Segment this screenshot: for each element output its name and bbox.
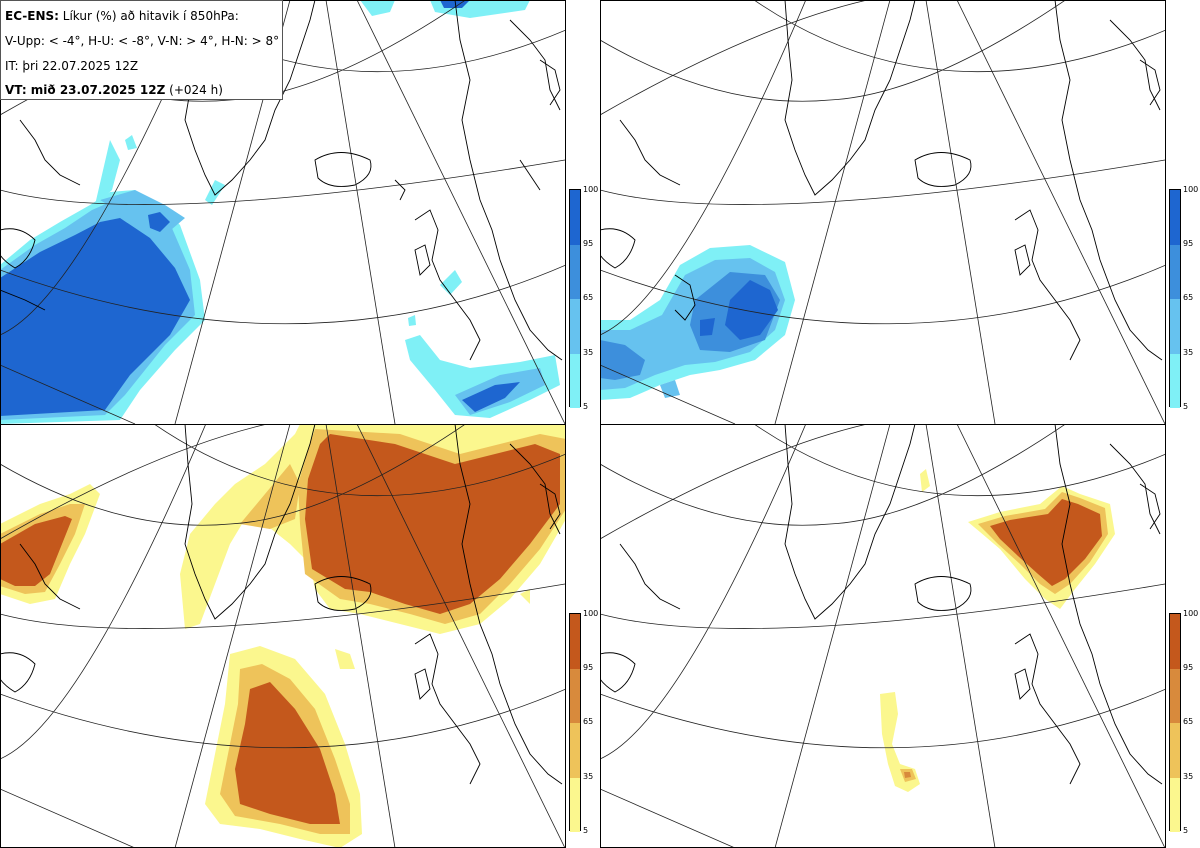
colorbar-segment [1170, 299, 1180, 354]
colorbar-segment [1170, 723, 1180, 778]
colorbar-segment [1170, 190, 1180, 245]
colorbar-segment [570, 778, 580, 832]
legend-tick: 5 [583, 826, 589, 835]
graticule [600, 0, 1166, 424]
legend-tick: 35 [1183, 772, 1194, 781]
legend-tick: 35 [583, 348, 594, 357]
legend-tick: 5 [1183, 826, 1189, 835]
colorbar-segment [1170, 669, 1180, 723]
colorbar [569, 613, 581, 832]
legend-tick: 65 [583, 717, 594, 726]
coastlines [0, 424, 563, 785]
legend-tick: 5 [583, 402, 589, 411]
colorbar-segment [1170, 614, 1180, 669]
colorbar-segment [1170, 354, 1180, 408]
threshold-line: V-Upp: < -4°, H-U: < -8°, V-N: > 4°, H-N… [5, 34, 280, 48]
legend-tick: 100 [583, 609, 599, 618]
colorbar-segment [570, 190, 580, 245]
legend-tick: 100 [1183, 185, 1199, 194]
colorbar-segment [1170, 245, 1180, 299]
colorbar-segment [570, 354, 580, 408]
colorbar [569, 189, 581, 408]
colorbar-segment [570, 669, 580, 723]
legend-tick: 95 [583, 239, 594, 248]
colorbar-segment [570, 614, 580, 669]
legend-tick: 95 [1183, 239, 1194, 248]
product-title: Líkur (%) að hitavik í 850hPa: [62, 9, 239, 23]
map-canvas-bottom-left [0, 424, 566, 848]
lead-time: (+024 h) [169, 83, 223, 97]
map-canvas-bottom-right [600, 424, 1166, 848]
coastlines [600, 424, 1163, 785]
legend-warm-left: 100 95 65 35 5 [569, 609, 599, 835]
map-panel-bottom-left [0, 424, 566, 848]
map-canvas-top-right [600, 0, 1166, 424]
colorbar-segment [570, 245, 580, 299]
probability-field [0, 424, 566, 848]
legend-cold-right: 100 95 65 35 5 [1169, 185, 1199, 411]
colorbar-segment [1170, 778, 1180, 832]
graticule [0, 424, 566, 848]
legend-tick: 65 [583, 293, 594, 302]
probability-field [880, 469, 1115, 792]
legend-tick: 65 [1183, 293, 1194, 302]
graticule [600, 424, 1166, 848]
title-line-main: EC-ENS: Líkur (%) að hitavik í 850hPa: [5, 9, 239, 23]
legend-tick: 100 [583, 185, 599, 194]
legend-tick: 5 [1183, 402, 1189, 411]
map-title-box: EC-ENS: Líkur (%) að hitavik í 850hPa: V… [0, 0, 283, 100]
colorbar-segment [570, 299, 580, 354]
map-panel-top-left [0, 0, 566, 424]
colorbar [1169, 613, 1181, 832]
legend-cold-left: 100 95 65 35 5 [569, 185, 599, 411]
colorbar-segment [570, 723, 580, 778]
init-time-line: IT: þri 22.07.2025 12Z [5, 59, 139, 73]
valid-time: VT: mið 23.07.2025 12Z [5, 83, 166, 97]
probability-field [600, 245, 795, 400]
map-canvas-top-left [0, 0, 566, 424]
legend-tick: 100 [1183, 609, 1199, 618]
legend-tick: 35 [583, 772, 594, 781]
colorbar [1169, 189, 1181, 408]
legend-tick: 35 [1183, 348, 1194, 357]
coastlines [600, 0, 1163, 361]
model-name: EC-ENS: [5, 9, 59, 23]
legend-tick: 65 [1183, 717, 1194, 726]
map-panel-top-right [600, 0, 1166, 424]
legend-tick: 95 [1183, 663, 1194, 672]
legend-tick: 95 [583, 663, 594, 672]
legend-warm-right: 100 95 65 35 5 [1169, 609, 1199, 835]
map-panel-bottom-right [600, 424, 1166, 848]
probability-field [0, 0, 560, 424]
valid-time-line: VT: mið 23.07.2025 12Z (+024 h) [5, 83, 223, 97]
